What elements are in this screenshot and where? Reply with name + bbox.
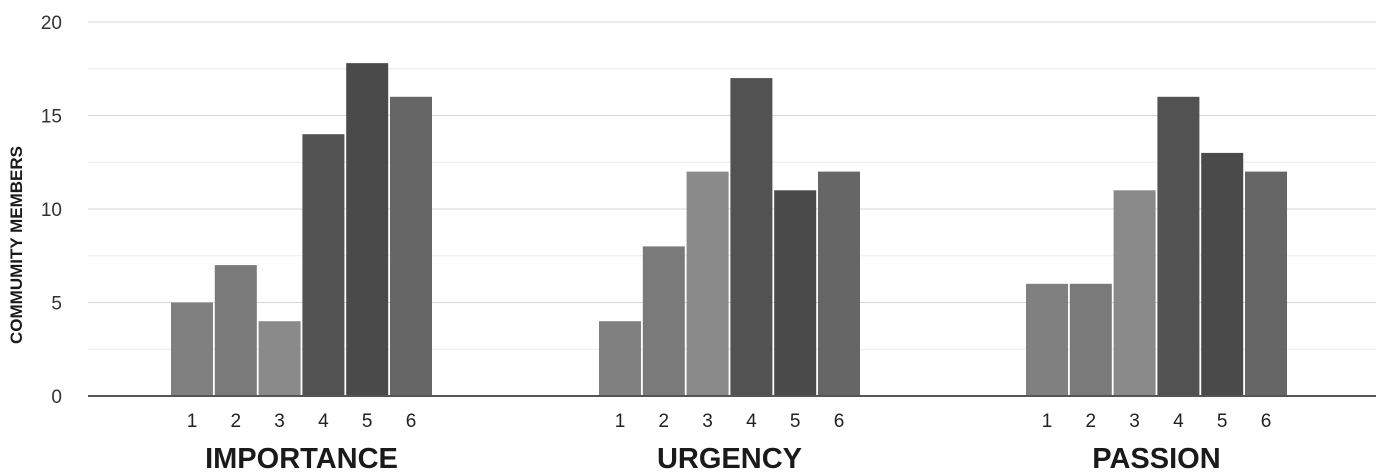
bar-urgency-4 <box>730 78 773 396</box>
y-axis-label: COMMUMITY MEMBERS <box>7 146 26 344</box>
x-tick-label: 2 <box>659 411 670 432</box>
bar-importance-4 <box>302 134 345 396</box>
bar-passion-6 <box>1245 171 1287 396</box>
x-tick-label: 3 <box>274 411 285 432</box>
bar-urgency-6 <box>818 171 860 396</box>
bar-urgency-2 <box>642 246 685 396</box>
x-tick-label: 6 <box>834 411 845 432</box>
group-label-importance: IMPORTANCE <box>205 443 398 474</box>
bar-importance-5 <box>346 63 389 396</box>
group-label-urgency: URGENCY <box>657 443 802 474</box>
bar-passion-3 <box>1113 190 1156 396</box>
bar-importance-6 <box>390 96 432 397</box>
x-tick-label: 5 <box>790 411 801 432</box>
bar-importance-2 <box>214 265 257 396</box>
bar-passion-4 <box>1157 96 1200 397</box>
bar-urgency-3 <box>686 171 729 396</box>
x-tick-label: 5 <box>1217 411 1228 432</box>
bar-passion-1 <box>1026 283 1068 396</box>
x-axis-ticks: 1 2 3 4 5 6 1 2 3 4 5 6 1 2 3 4 5 6 <box>187 411 1272 432</box>
x-tick-label: 5 <box>362 411 373 432</box>
x-tick-label: 3 <box>702 411 713 432</box>
x-tick-label: 1 <box>187 411 198 432</box>
y-tick-label: 10 <box>41 200 62 221</box>
x-tick-label: 4 <box>746 411 757 432</box>
y-axis-ticks: 0 5 10 15 20 <box>41 13 62 408</box>
y-tick-label: 5 <box>51 294 62 315</box>
y-tick-label: 20 <box>41 13 62 34</box>
x-tick-label: 1 <box>1042 411 1053 432</box>
x-tick-label: 4 <box>318 411 329 432</box>
bar-importance-3 <box>258 321 301 396</box>
x-tick-label: 6 <box>406 411 417 432</box>
bars <box>171 63 1287 397</box>
x-tick-label: 2 <box>1086 411 1097 432</box>
group-labels: IMPORTANCE URGENCY PASSION <box>205 443 1221 474</box>
x-tick-label: 4 <box>1173 411 1184 432</box>
bar-importance-1 <box>171 302 213 396</box>
x-tick-label: 2 <box>231 411 242 432</box>
group-label-passion: PASSION <box>1092 443 1220 474</box>
x-tick-label: 1 <box>615 411 626 432</box>
x-tick-label: 3 <box>1129 411 1140 432</box>
bar-passion-5 <box>1201 152 1244 396</box>
x-tick-label: 6 <box>1261 411 1272 432</box>
bar-urgency-5 <box>774 190 817 396</box>
y-tick-label: 0 <box>51 387 62 408</box>
y-tick-label: 15 <box>41 107 62 128</box>
bar-urgency-1 <box>599 321 641 396</box>
bar-passion-2 <box>1069 283 1112 396</box>
